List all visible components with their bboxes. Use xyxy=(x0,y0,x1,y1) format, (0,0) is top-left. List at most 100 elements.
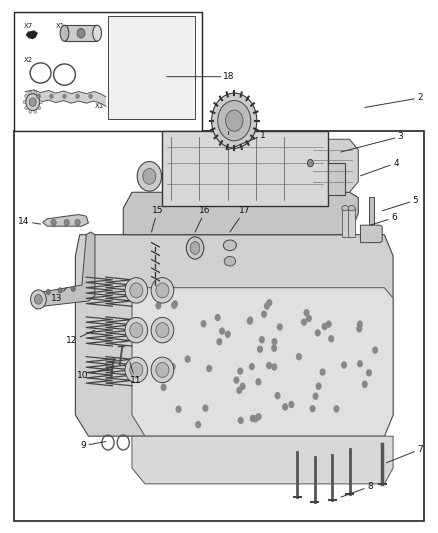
Circle shape xyxy=(266,299,272,306)
Circle shape xyxy=(77,28,85,38)
Text: 15: 15 xyxy=(152,206,163,232)
Circle shape xyxy=(29,98,36,107)
Circle shape xyxy=(238,417,244,424)
Circle shape xyxy=(212,93,257,148)
Circle shape xyxy=(31,290,46,309)
Circle shape xyxy=(26,94,40,111)
Polygon shape xyxy=(43,215,88,226)
Circle shape xyxy=(255,378,261,385)
Circle shape xyxy=(76,94,79,99)
Circle shape xyxy=(237,367,244,375)
Ellipse shape xyxy=(342,206,349,211)
Circle shape xyxy=(271,344,277,352)
Circle shape xyxy=(362,381,368,388)
Polygon shape xyxy=(306,139,358,192)
Circle shape xyxy=(240,383,246,390)
Ellipse shape xyxy=(125,278,148,303)
Text: 10: 10 xyxy=(77,367,113,379)
Text: 7: 7 xyxy=(387,445,423,463)
Text: 1: 1 xyxy=(228,131,266,150)
Text: for correct procedures and: for correct procedures and xyxy=(110,75,164,79)
Circle shape xyxy=(307,159,314,167)
Circle shape xyxy=(249,363,255,370)
Ellipse shape xyxy=(186,237,204,259)
Circle shape xyxy=(357,360,363,367)
Text: 11: 11 xyxy=(130,362,141,385)
Circle shape xyxy=(250,415,256,422)
Text: 2: 2 xyxy=(365,93,423,108)
Circle shape xyxy=(206,365,212,372)
Text: vehicle can be dangerous.: vehicle can be dangerous. xyxy=(110,35,163,39)
Circle shape xyxy=(261,310,267,318)
Ellipse shape xyxy=(151,278,174,303)
Circle shape xyxy=(46,289,50,295)
Circle shape xyxy=(282,403,288,410)
Text: 13: 13 xyxy=(51,288,67,303)
Circle shape xyxy=(252,415,258,423)
Ellipse shape xyxy=(125,357,148,383)
Circle shape xyxy=(219,327,225,335)
Circle shape xyxy=(34,91,37,94)
Text: Read and follow all safety: Read and follow all safety xyxy=(110,45,162,49)
Circle shape xyxy=(372,346,378,354)
Circle shape xyxy=(218,101,251,141)
Bar xyxy=(14,131,424,521)
Bar xyxy=(342,208,349,237)
Circle shape xyxy=(314,329,321,337)
Text: 6: 6 xyxy=(371,213,397,225)
Circle shape xyxy=(264,302,270,310)
Text: 18: 18 xyxy=(167,72,235,81)
Circle shape xyxy=(304,309,310,317)
Text: 12: 12 xyxy=(66,330,95,345)
Ellipse shape xyxy=(156,283,169,298)
Circle shape xyxy=(255,413,261,421)
Text: 5: 5 xyxy=(382,196,418,211)
Circle shape xyxy=(64,219,69,225)
Circle shape xyxy=(312,392,318,400)
Circle shape xyxy=(51,219,56,225)
Circle shape xyxy=(272,338,278,345)
Circle shape xyxy=(310,405,316,413)
Text: 17: 17 xyxy=(230,206,250,232)
Text: 16: 16 xyxy=(195,206,211,232)
Circle shape xyxy=(320,368,325,376)
Circle shape xyxy=(233,376,240,384)
Circle shape xyxy=(325,320,332,328)
Circle shape xyxy=(201,320,207,327)
Ellipse shape xyxy=(130,283,143,298)
Circle shape xyxy=(275,392,281,399)
Text: 14: 14 xyxy=(18,217,41,226)
Circle shape xyxy=(333,405,339,413)
Circle shape xyxy=(170,363,176,370)
Bar xyxy=(369,197,374,235)
Circle shape xyxy=(341,361,347,369)
Text: 4: 4 xyxy=(360,159,399,176)
Text: X1: X1 xyxy=(56,22,65,29)
Circle shape xyxy=(247,317,253,324)
Ellipse shape xyxy=(156,362,169,377)
Text: appropriate service manual: appropriate service manual xyxy=(110,65,166,69)
Circle shape xyxy=(296,353,302,360)
Circle shape xyxy=(40,101,42,104)
Polygon shape xyxy=(75,235,393,436)
Circle shape xyxy=(215,314,221,321)
Text: X2: X2 xyxy=(24,57,33,63)
Circle shape xyxy=(247,317,253,325)
Text: X7: X7 xyxy=(24,22,33,29)
Circle shape xyxy=(236,386,242,394)
Circle shape xyxy=(271,363,277,370)
Ellipse shape xyxy=(60,25,69,41)
Ellipse shape xyxy=(156,322,169,337)
Circle shape xyxy=(35,295,42,304)
Circle shape xyxy=(226,110,243,131)
Ellipse shape xyxy=(151,357,174,383)
Polygon shape xyxy=(27,31,37,38)
Circle shape xyxy=(25,95,27,98)
Circle shape xyxy=(37,94,40,99)
Circle shape xyxy=(277,323,283,330)
Circle shape xyxy=(321,323,328,330)
Circle shape xyxy=(356,325,362,333)
Circle shape xyxy=(202,405,208,412)
Circle shape xyxy=(259,336,265,343)
Ellipse shape xyxy=(130,362,143,377)
